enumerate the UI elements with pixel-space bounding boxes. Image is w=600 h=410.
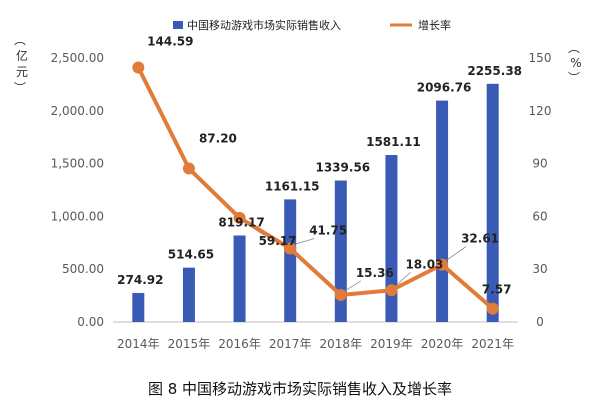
growth-point-label: 87.20 (199, 132, 237, 146)
right-tick-label: 150 (529, 51, 552, 65)
revenue-bar (334, 180, 347, 322)
growth-point (334, 288, 347, 301)
x-tick-label: 2021年 (471, 337, 514, 351)
right-tick-label: 120 (529, 104, 552, 118)
growth-point-label: 7.57 (482, 283, 512, 297)
revenue-bar-label: 1581.11 (366, 135, 421, 149)
growth-label-leader (395, 271, 411, 287)
revenue-bar-label: 514.65 (168, 248, 214, 262)
legend-label-revenue: 中国移动游戏市场实际销售收入 (187, 18, 341, 32)
growth-label-leader (344, 280, 362, 292)
x-tick-label: 2014年 (117, 337, 160, 351)
right-tick-label: 0 (536, 315, 544, 329)
revenue-bar-label: 819.17 (218, 215, 264, 229)
revenue-bar-label: 2096.76 (417, 81, 472, 95)
growth-label-leader (445, 246, 467, 261)
revenue-bar (182, 267, 195, 322)
left-axis-unit-char-2: 元 (16, 65, 28, 79)
x-tick-label: 2020年 (421, 337, 464, 351)
growth-point-label: 144.59 (147, 35, 193, 49)
growth-point (486, 302, 499, 315)
revenue-bar (385, 155, 398, 322)
x-tick-label: 2017年 (269, 337, 312, 351)
revenue-bar-label: 274.92 (117, 273, 163, 287)
svg-text:︵: ︵ (14, 33, 26, 47)
right-axis-unit: ︵ % ︶ (568, 41, 582, 85)
legend-label-growth: 增长率 (418, 18, 451, 32)
figure-caption: 图 8 中国移动游戏市场实际销售收入及增长率 (148, 380, 452, 398)
svg-text:︶: ︶ (568, 71, 580, 85)
left-tick-label: 1,000.00 (51, 209, 104, 223)
growth-point (233, 211, 246, 224)
x-tick-label: 2018年 (320, 337, 363, 351)
growth-point (284, 242, 297, 255)
growth-point-label: 59.17 (259, 234, 297, 248)
left-axis-unit-char-1: 亿 (16, 48, 28, 63)
left-tick-label: 500.00 (62, 262, 104, 276)
revenue-bar (436, 100, 449, 322)
growth-point-label: 15.36 (356, 266, 394, 280)
right-tick-label: 90 (532, 157, 547, 171)
left-tick-label: 0.00 (77, 315, 104, 329)
right-tick-label: 30 (532, 262, 547, 276)
revenue-bar (132, 292, 145, 322)
growth-label-leader (294, 238, 315, 245)
legend-swatch-revenue (173, 21, 183, 29)
growth-point (385, 284, 398, 297)
left-tick-label: 1,500.00 (51, 157, 104, 171)
revenue-bar (233, 235, 246, 322)
x-axis-ticks: 2014年 2015年 2016年 2017年 2018年 2019年 2020年 2021年 (117, 337, 514, 351)
growth-point-label: 18.03 (405, 257, 443, 271)
right-tick-label: 60 (532, 209, 547, 223)
growth-data-labels: 144.59 87.20 59.17 41.75 15.36 18.03 32.61 7.57 (147, 35, 511, 297)
growth-point (436, 258, 449, 271)
left-tick-label: 2,000.00 (51, 104, 104, 118)
growth-line (136, 66, 495, 311)
revenue-data-labels: 274.92 514.65 819.17 1161.15 1339.56 1581.11 2… (117, 64, 522, 287)
growth-point (132, 61, 145, 74)
revenue-bar (284, 199, 297, 322)
left-axis-unit: ︵ 亿 元 ︶ (14, 33, 28, 95)
revenue-bar-label: 1161.15 (265, 179, 320, 193)
revenue-bars (132, 83, 499, 322)
x-tick-label: 2019年 (370, 337, 413, 351)
growth-point-label: 32.61 (461, 232, 499, 246)
legend: 中国移动游戏市场实际销售收入 增长率 (173, 18, 451, 32)
right-axis-ticks: 0 30 60 90 120 150 (529, 51, 552, 329)
revenue-bar-label: 2255.38 (467, 64, 522, 78)
left-axis-ticks: 0.00 500.00 1,000.00 1,500.00 2,000.00 2,500.… (51, 51, 104, 329)
growth-point-label: 41.75 (309, 224, 347, 238)
svg-text:︵: ︵ (568, 41, 580, 55)
revenue-bar-label: 1339.56 (315, 161, 370, 175)
revenue-bar (486, 83, 499, 322)
growth-points (132, 61, 499, 315)
svg-text:︶: ︶ (14, 81, 26, 95)
right-axis-unit-label: % (570, 56, 581, 70)
growth-point (182, 162, 195, 175)
left-tick-label: 2,500.00 (51, 51, 104, 65)
x-tick-label: 2016年 (218, 337, 261, 351)
x-tick-label: 2015年 (168, 337, 211, 351)
